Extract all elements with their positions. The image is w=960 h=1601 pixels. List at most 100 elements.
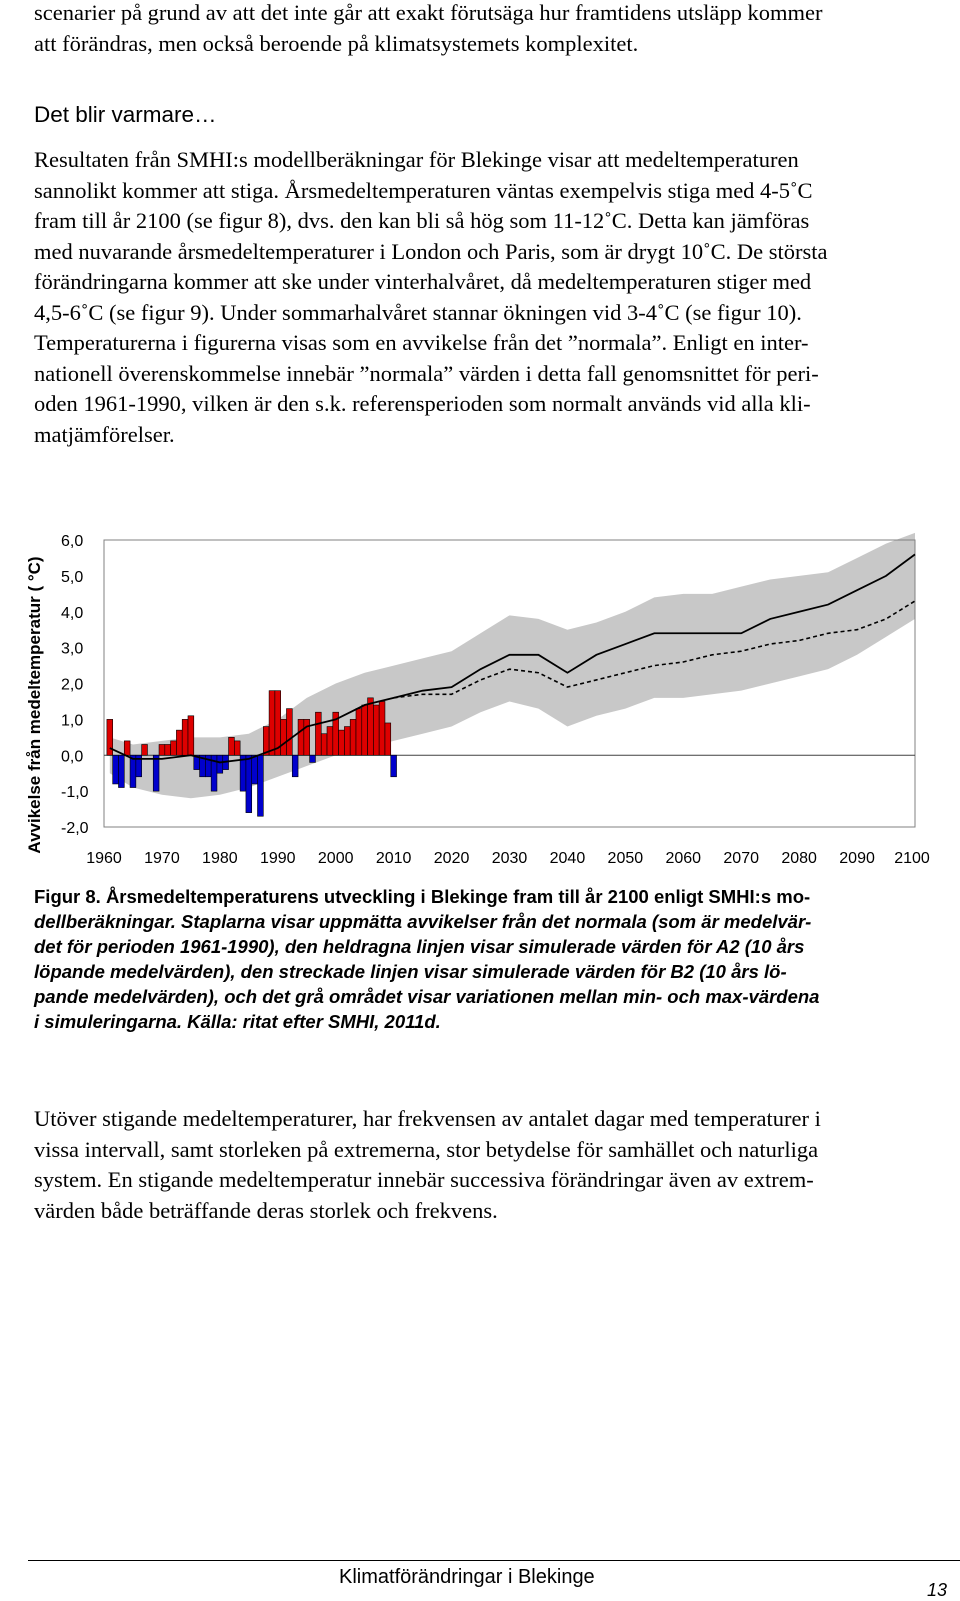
main-paragraph: Resultaten från SMHI:s modellberäkningar…	[34, 145, 934, 450]
chart-bar	[106, 719, 113, 756]
caption-line: löpande medelvärden), den streckade linj…	[34, 961, 787, 982]
x-tick-label: 1970	[144, 850, 180, 867]
x-tick-label: 2100	[894, 850, 930, 867]
chart-bar	[123, 740, 131, 756]
section-heading: Det blir varmare…	[34, 102, 217, 127]
chart-bar	[164, 744, 171, 756]
caption-line: i simuleringarna. Källa: ritat efter SMH…	[34, 1011, 441, 1032]
text-line: fram till år 2100 (se figur 8), dvs. den…	[34, 208, 810, 233]
chart-bar	[152, 754, 160, 792]
chart-bar	[349, 719, 357, 756]
caption-line: Figur 8. Årsmedeltemperaturens utvecklin…	[34, 886, 811, 907]
series-line-b2	[393, 600, 916, 699]
chart-bar	[367, 697, 374, 756]
chart-bar	[338, 729, 345, 756]
caption-line: dellberäkningar. Staplarna visar uppmätt…	[34, 911, 812, 932]
text-line: nationell överenskommelse innebär ”norma…	[34, 360, 819, 386]
chart-bar	[268, 690, 276, 756]
intro-paragraph: scenarier på grund av att det inte går a…	[34, 0, 934, 59]
page-number: 13	[927, 1580, 948, 1600]
x-tick-label: 2080	[781, 850, 817, 867]
text-line: värden både beträffande deras storlek oc…	[34, 1197, 498, 1223]
chart-bar	[384, 722, 392, 756]
chart-bar	[257, 754, 264, 817]
chart-bars	[106, 690, 397, 817]
y-tick-label: -1,0	[61, 784, 89, 801]
y-tick-labels: 6,0 5,0 4,0 3,0 2,0 1,0 0,0 -1,0 -2,0	[61, 533, 89, 837]
caption-line: pande medelvärden), och det grå området …	[34, 986, 820, 1007]
chart-bar	[141, 744, 148, 756]
y-tick-label: 2,0	[61, 677, 83, 694]
y-tick-label: 0,0	[61, 748, 83, 765]
chart-bar	[326, 726, 334, 756]
chart-bar	[158, 744, 166, 756]
chart-bar	[228, 737, 235, 756]
text-line: med nuvarande årsmedeltemperaturer i Lon…	[34, 238, 828, 264]
chart-bar	[315, 711, 322, 756]
range-band-area	[109, 532, 916, 799]
chart-bar	[286, 708, 293, 756]
y-tick-label: 3,0	[61, 641, 83, 658]
chart-bar	[251, 754, 258, 785]
chart-bar	[135, 754, 142, 778]
text-line: Temperaturerna i figurerna visas som en …	[34, 330, 809, 355]
x-tick-label: 2070	[723, 850, 759, 867]
chart-bar	[181, 719, 189, 756]
chart-bar	[176, 729, 183, 756]
x-tick-label: 2040	[550, 850, 586, 867]
x-tick-label: 1960	[86, 850, 122, 867]
text-line: system. En stigande medeltemperatur inne…	[34, 1167, 814, 1192]
chart-bar	[234, 740, 241, 756]
text-line: scenarier på grund av att det inte går a…	[34, 0, 823, 25]
plot-frame	[103, 539, 916, 828]
y-tick-label: 1,0	[61, 712, 83, 729]
y-tick-label: -2,0	[61, 820, 89, 837]
chart-bar	[280, 719, 287, 756]
text-line: förändringarna kommer att ske under vint…	[34, 269, 812, 294]
text-line: att förändras, men också beroende på kli…	[34, 30, 639, 56]
chart-bar	[344, 726, 351, 756]
temperature-chart: 6,05,04,03,02,01,00,0-1,0-2,0 1960 1970 19…	[25, 532, 930, 867]
figure-caption: Figur 8. Årsmedeltemperaturens utvecklin…	[34, 884, 934, 1034]
range-band	[109, 532, 916, 799]
outro-paragraph: Utöver stigande medeltemperaturer, har f…	[34, 1104, 934, 1226]
chart-bar	[390, 754, 397, 778]
chart-bar	[378, 701, 386, 756]
chart-bar	[373, 704, 380, 756]
chart-lines	[109, 553, 916, 764]
chart-bar	[129, 754, 137, 788]
x-tick-label: 2050	[608, 850, 644, 867]
x-tick-label: 2060	[665, 850, 701, 867]
chart-bar	[118, 754, 125, 788]
caption-line: det för perioden 1961-1990), den heldrag…	[34, 936, 805, 957]
chart-bar	[361, 704, 368, 756]
chart-bar	[309, 754, 316, 763]
text-line: matjämförelser.	[34, 421, 175, 447]
chart-bar	[245, 754, 253, 813]
chart-bar	[355, 708, 363, 756]
text-line: Utöver stigande medeltemperaturer, har f…	[34, 1106, 821, 1131]
footer-divider	[28, 1560, 960, 1561]
chart-bar	[112, 754, 119, 785]
footer-title: Klimatförändringar i Blekinge	[339, 1566, 595, 1588]
chart-bar	[291, 754, 299, 778]
chart-bar	[297, 719, 305, 756]
x-tick-label: 1980	[202, 850, 238, 867]
y-tick-label: 5,0	[61, 569, 83, 586]
chart-bar	[187, 715, 195, 756]
chart-bar	[320, 733, 328, 756]
x-tick-label: 2020	[434, 850, 470, 867]
x-tick-label: 2010	[376, 850, 412, 867]
chart-bar	[303, 719, 310, 756]
x-tick-label: 2000	[318, 850, 354, 867]
y-tick-label: 6,0	[61, 533, 83, 550]
x-tick-label: 2030	[492, 850, 528, 867]
text-line: oden 1961-1990, vilken är den s.k. refer…	[34, 391, 811, 416]
series-line-a2	[109, 553, 916, 764]
x-tick-labels: 1960 1970 1980 1990 2000 2010 2020 2030 2040 2050…	[86, 850, 930, 867]
y-axis-label: Avvikelse från medeltemperatur ( °C)	[25, 556, 44, 853]
x-tick-label: 2090	[839, 850, 875, 867]
text-line: vissa intervall, samt storleken på extre…	[34, 1136, 819, 1162]
text-line: sannolikt kommer att stiga. Årsmedeltemp…	[34, 177, 813, 203]
text-line: Resultaten från SMHI:s modellberäkningar…	[34, 147, 799, 172]
